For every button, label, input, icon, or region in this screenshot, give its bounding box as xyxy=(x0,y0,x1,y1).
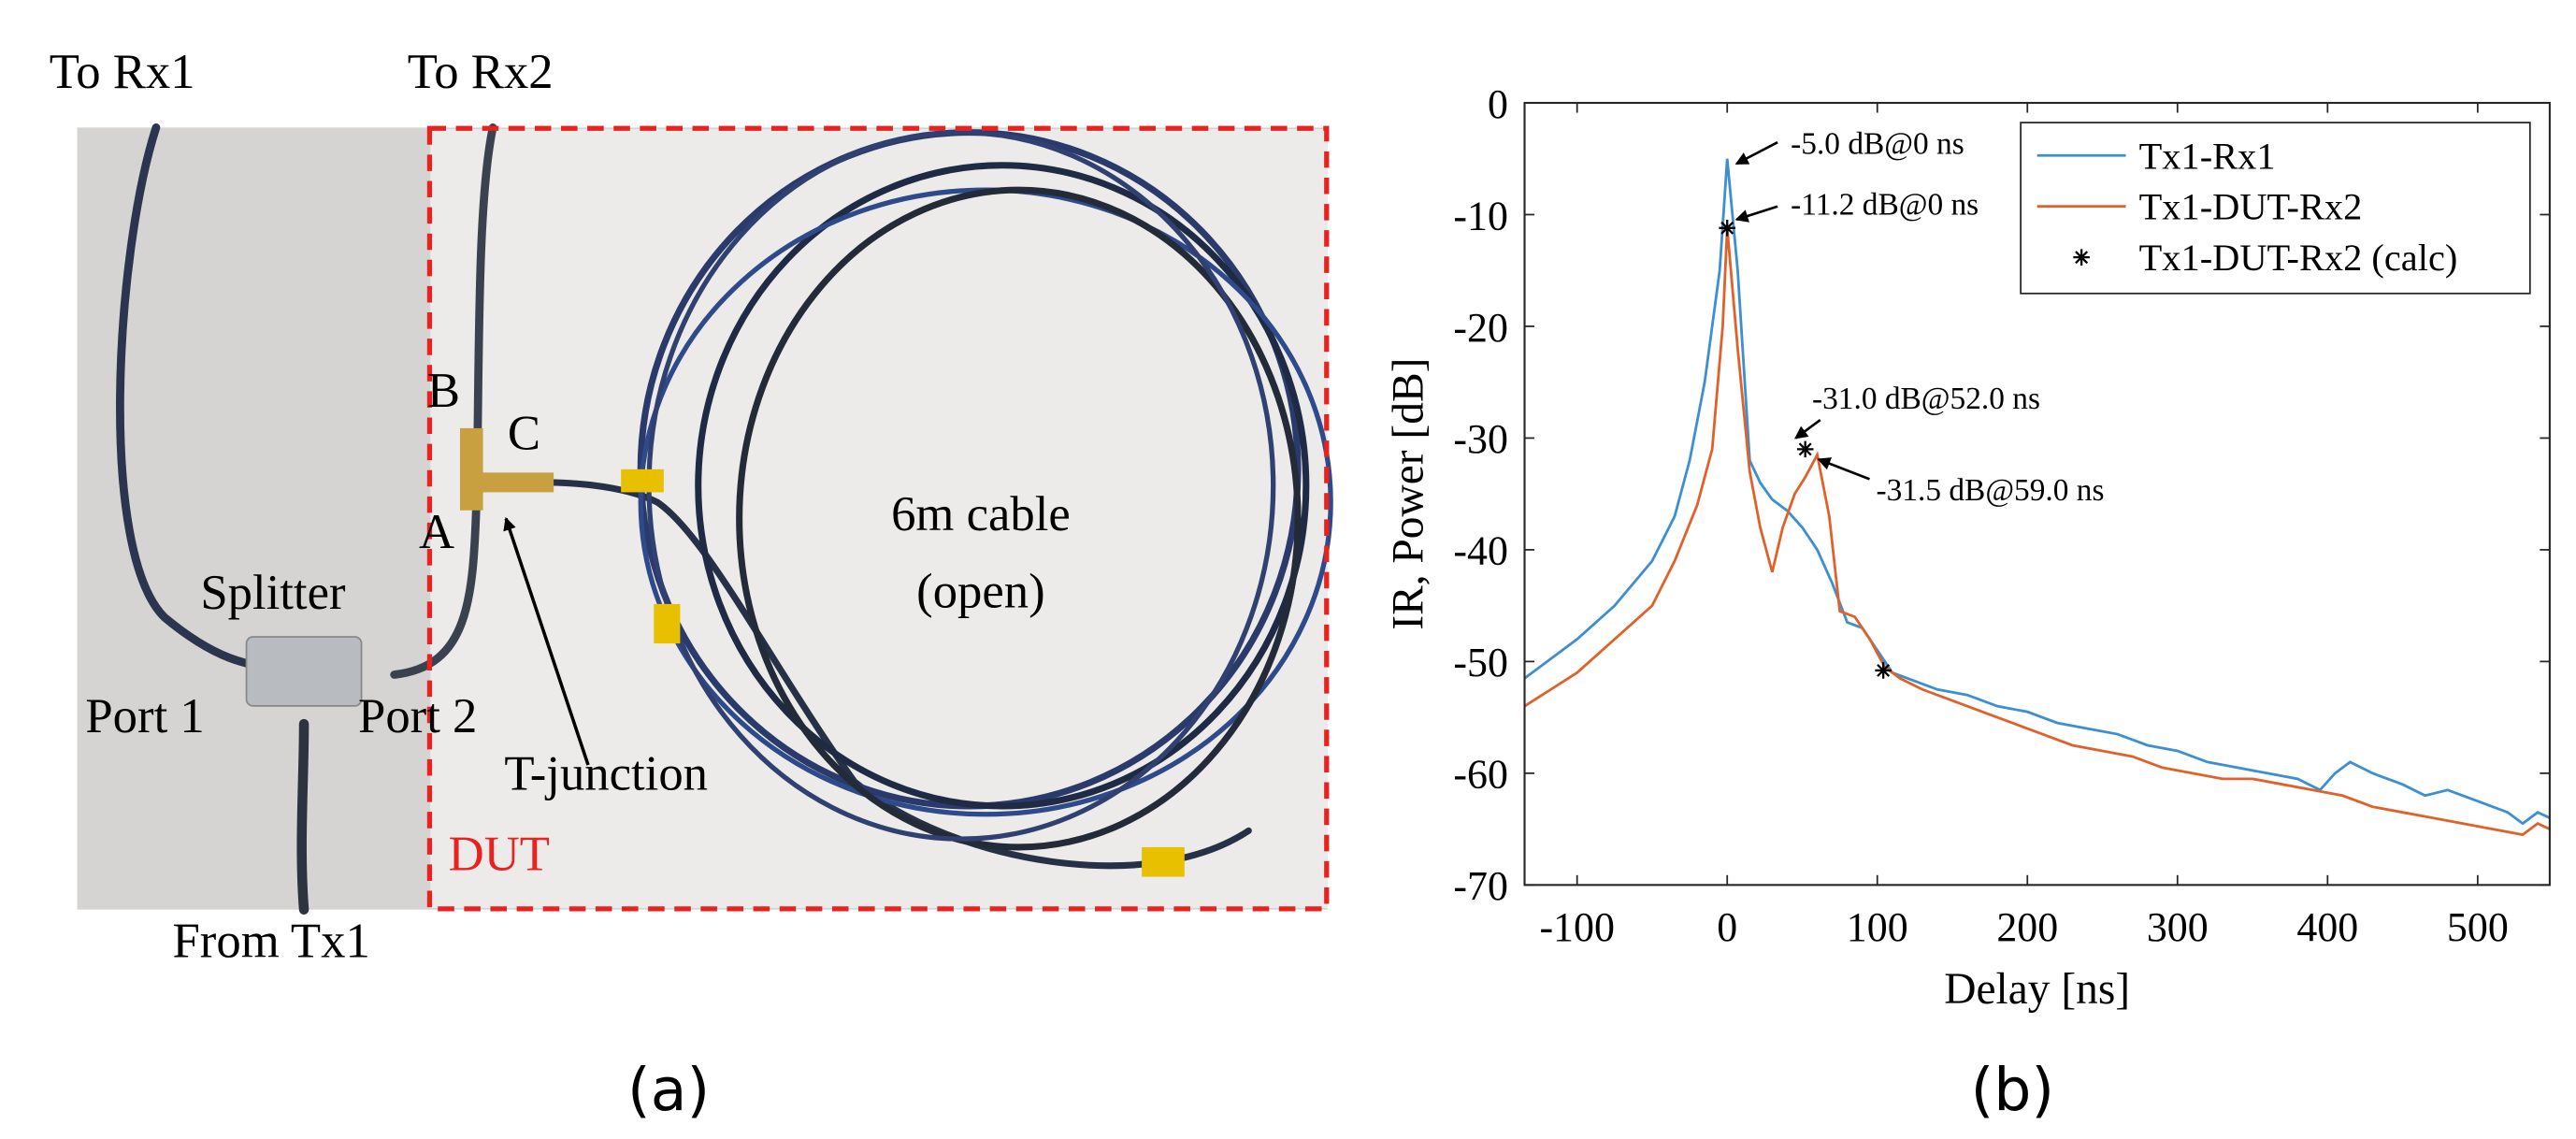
cable-tag xyxy=(621,469,664,493)
y-tick-label: -40 xyxy=(1453,528,1508,574)
y-tick-label: -20 xyxy=(1453,305,1508,351)
x-tick-label: 400 xyxy=(2296,904,2358,950)
y-tick-label: -50 xyxy=(1453,640,1508,685)
annotation: -11.2 dB@0 ns xyxy=(1791,187,1979,222)
annotation: -5.0 dB@0 ns xyxy=(1791,126,1964,161)
label: To Rx1 xyxy=(50,45,195,99)
y-tick-label: -70 xyxy=(1453,863,1508,909)
annotation-arrow xyxy=(1734,141,1778,166)
label: Splitter xyxy=(200,566,346,620)
cable-tag xyxy=(654,603,681,644)
x-tick-label: 500 xyxy=(2447,904,2509,950)
series-line xyxy=(1524,227,2550,837)
x-tick-label: 300 xyxy=(2147,904,2209,950)
legend-label: Tx1-Rx1 xyxy=(2139,135,2276,177)
label: T-junction xyxy=(504,746,708,800)
t-junction-part xyxy=(459,427,483,511)
star-marker xyxy=(1796,440,1814,458)
legend-box xyxy=(2020,122,2531,295)
label: Port 2 xyxy=(358,689,477,743)
x-tick-label: 200 xyxy=(1996,904,2058,950)
label: 6m cable xyxy=(891,487,1071,541)
cable-tag xyxy=(1142,846,1185,877)
annotation-arrow xyxy=(1794,419,1821,440)
chart: 0 -10 -20 -30 -40 -50 -60 -70 -100 0 100 200 300 400 5… xyxy=(1385,81,2551,1124)
splitter-box xyxy=(245,636,363,707)
annotation-arrow xyxy=(1817,457,1870,481)
label: B xyxy=(427,364,460,418)
label: Port 1 xyxy=(85,689,204,743)
y-tick-label: -30 xyxy=(1453,416,1508,462)
caption: (a) xyxy=(627,1055,710,1124)
connector xyxy=(480,472,554,493)
x-axis-label: Delay [ns] xyxy=(1944,965,2130,1014)
star-marker xyxy=(1719,220,1736,237)
y-tick-label: -60 xyxy=(1453,752,1508,798)
caption: (b) xyxy=(1971,1055,2055,1124)
y-axis-label: IR, Power [dB] xyxy=(1385,358,1433,630)
label: A xyxy=(419,505,454,559)
t-junction-arrow xyxy=(503,516,590,766)
y-tick-label: -10 xyxy=(1453,193,1508,238)
photo: To Rx1 To Rx2 B C A Splitter Port 1 Port… xyxy=(50,45,1333,1124)
y-tick-label: 0 xyxy=(1488,81,1508,127)
x-tick-label: 0 xyxy=(1717,904,1737,950)
label: DUT xyxy=(449,828,550,882)
annotation: -31.5 dB@59.0 ns xyxy=(1877,473,2105,508)
star-marker xyxy=(1875,662,1892,679)
label: From Tx1 xyxy=(172,915,369,969)
label: (open) xyxy=(916,564,1045,618)
legend-marker xyxy=(2073,249,2090,266)
label: To Rx2 xyxy=(408,45,554,99)
series-line xyxy=(1524,158,2550,826)
label: C xyxy=(508,407,540,461)
plot-frame xyxy=(1523,101,2551,887)
dut-box xyxy=(426,125,1330,912)
legend-label: Tx1-DUT-Rx2 xyxy=(2139,186,2363,228)
x-tick-label: -100 xyxy=(1539,904,1614,950)
x-tick-label: 100 xyxy=(1847,904,1908,950)
legend-label: Tx1-DUT-Rx2 (calc) xyxy=(2139,237,2458,279)
annotation-arrow xyxy=(1734,205,1778,223)
annotation: -31.0 dB@52.0 ns xyxy=(1812,382,2040,416)
